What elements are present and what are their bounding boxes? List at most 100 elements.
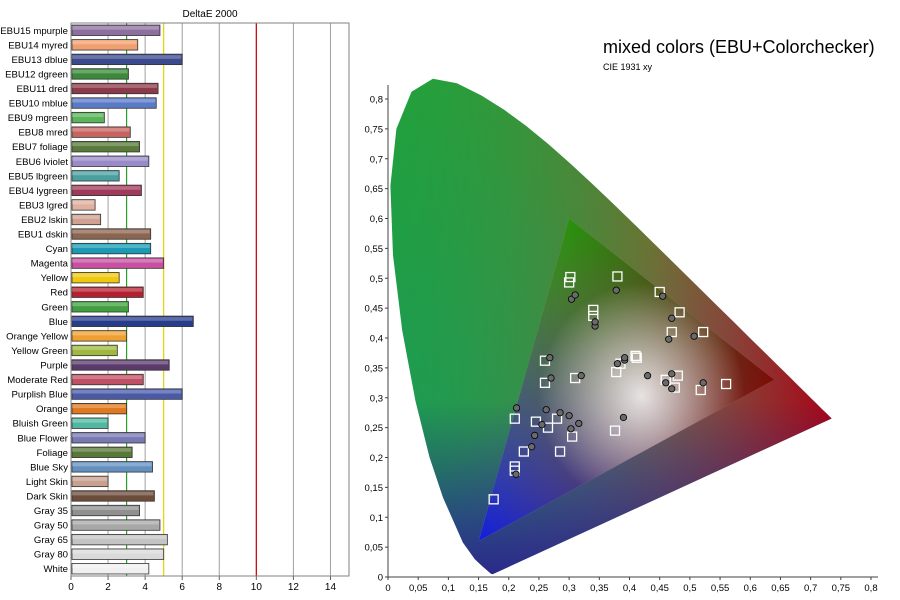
cie-y-tick-label: 0,6 (370, 214, 383, 225)
bar-highlight (72, 331, 126, 336)
bar-highlight (72, 69, 128, 74)
bar (71, 417, 109, 429)
bar (71, 170, 120, 182)
bar-rect (71, 548, 165, 560)
bar (71, 359, 170, 371)
bar-rect (71, 184, 142, 196)
target-point-square (720, 378, 732, 390)
bar-rect (71, 286, 144, 298)
bar-highlight (72, 113, 104, 118)
bar-category-label: Red (50, 288, 68, 299)
target-point-square (631, 352, 642, 363)
bar-rect (71, 330, 127, 342)
bar-highlight (72, 535, 167, 540)
bar (71, 199, 96, 211)
bar-rect (71, 213, 102, 226)
gamut-triangle (478, 218, 775, 542)
cie-y-tick-label: 0,2 (370, 453, 383, 464)
bar-rect (71, 475, 109, 488)
bar (71, 388, 183, 400)
bar-x-tick-label: 2 (105, 582, 111, 593)
bar (71, 475, 109, 488)
bar (71, 82, 159, 95)
cie-y-tick-label: 0,25 (365, 423, 384, 434)
bar-highlight (72, 418, 108, 423)
bar-category-label: Moderate Red (7, 375, 68, 386)
bar-category-label: Dark Skin (26, 491, 68, 502)
bar-rect (71, 315, 194, 327)
measured-point-circle (577, 372, 585, 380)
cie-x-tick-label: 0,25 (530, 583, 549, 594)
target-point-square (565, 271, 576, 283)
cie-x-tick-label: 0,2 (502, 583, 515, 594)
bar-rect (71, 242, 152, 255)
target-point-square (539, 377, 551, 388)
target-point-square (698, 326, 709, 338)
bar-rect (71, 24, 161, 36)
measured-point-circle (659, 292, 667, 300)
bar-category-label: Orange (36, 404, 68, 415)
bar-rect (71, 155, 150, 167)
bar (71, 446, 133, 458)
bar (71, 403, 127, 415)
cie-measured-points (488, 271, 732, 505)
bar-highlight (72, 215, 100, 219)
bar-highlight (72, 360, 169, 365)
bar-category-label: EBU15 mpurple (0, 26, 68, 37)
bar-rect (71, 563, 150, 575)
cie-x-tick-label: 0,1 (442, 583, 455, 594)
cie-x-tick-label: 0,7 (804, 583, 817, 594)
bar-highlight (72, 157, 148, 161)
cie-axes: 0 0,05 0,1 0,15 0,2 0,25 0,3 0,35 0,4 0,45 0,5 0,55… (365, 85, 878, 594)
bar-highlight (72, 127, 130, 132)
target-point-square (518, 446, 529, 457)
target-point-square (695, 384, 706, 396)
bar-category-label: EBU5 lbgreen (8, 171, 68, 182)
measured-point-circle (668, 370, 676, 378)
target-point-square (563, 277, 575, 288)
bar-rect (71, 141, 140, 153)
cie-x-tick-label: 0,4 (623, 583, 636, 594)
measured-point-circle (565, 412, 573, 420)
bar-category-label: EBU8 mred (18, 128, 68, 139)
cie-chromaticity-chart: mixed colors (EBU+Colorchecker) CIE 1931… (365, 37, 878, 594)
bar (71, 344, 118, 357)
measured-point-circle (621, 354, 629, 362)
bar-category-label: Cyan (46, 244, 68, 255)
bar-highlight (72, 375, 143, 379)
bar-category-label: Magenta (31, 259, 69, 270)
bar (71, 228, 152, 240)
bar-category-label: EBU14 myred (8, 40, 68, 51)
bar-rect (71, 170, 120, 182)
cie-x-tick-label: 0,6 (744, 583, 757, 594)
bar (71, 301, 129, 313)
bar-rect (71, 388, 183, 400)
bar-category-label: EBU4 lygreen (9, 186, 68, 197)
cie-chart-title: mixed colors (EBU+Colorchecker) (603, 37, 875, 57)
bar-rect (71, 126, 131, 138)
cie-y-tick-label: 0,65 (365, 184, 384, 195)
bar-highlight (72, 302, 128, 307)
bar-highlight (72, 55, 182, 59)
bar-category-label: EBU7 foliage (12, 142, 68, 153)
bar (71, 111, 105, 124)
bar-category-label: EBU13 dblue (11, 55, 68, 66)
measured-point-circle (528, 443, 536, 451)
bar (71, 533, 168, 546)
cie-y-tick-label: 0,8 (370, 95, 383, 106)
target-point-square (588, 304, 599, 316)
measured-point-circle (699, 379, 707, 387)
bar-category-label: Purple (40, 360, 68, 371)
bar-rect (71, 39, 139, 51)
cie-y-tick-label: 0,1 (370, 513, 383, 524)
bar (71, 548, 165, 560)
bar-highlight (72, 40, 137, 45)
bar-rect (71, 432, 146, 444)
measured-point-circle (619, 413, 628, 422)
measured-point-circle (571, 291, 579, 299)
bar-chart-x-ticks: 0 2 4 6 8 10 12 14 (68, 576, 336, 593)
cie-x-tick-label: 0,55 (711, 583, 730, 594)
bar-category-label: EBU2 lskin (21, 215, 68, 226)
cie-y-tick-label: 0,75 (365, 124, 384, 135)
